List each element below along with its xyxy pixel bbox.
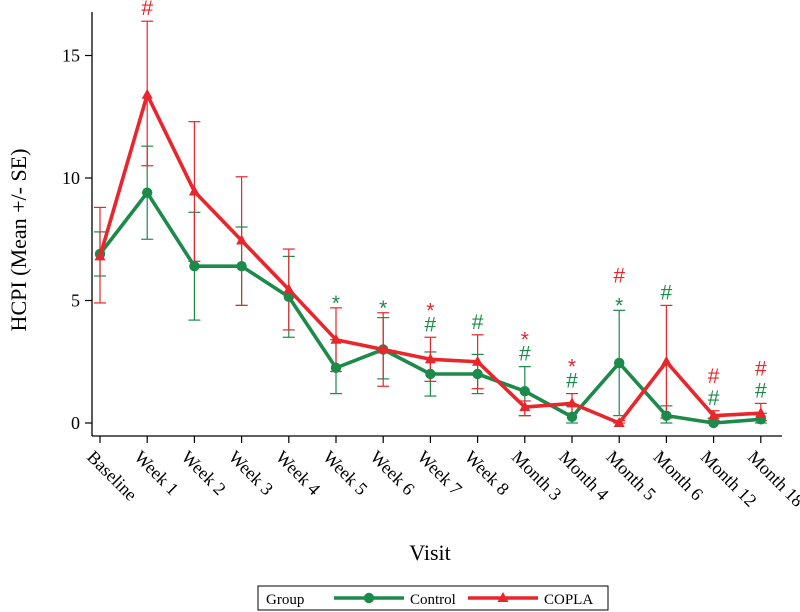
significance-mark-control: *: [615, 294, 623, 317]
legend: Group Control COPLA: [257, 585, 609, 611]
data-point-copla: [141, 88, 153, 99]
data-point-copla: [519, 401, 531, 412]
x-axis-title: Visit: [409, 540, 450, 565]
x-tick-label: Week 5: [319, 447, 371, 499]
data-point-copla: [472, 355, 484, 366]
x-tick-label: Week 2: [178, 447, 230, 499]
x-tick-label: Month 6: [650, 447, 708, 505]
data-point-copla: [283, 283, 295, 294]
significance-mark-control: #: [425, 313, 437, 336]
data-point-copla: [708, 409, 720, 420]
x-tick-label: Month 4: [555, 447, 613, 505]
x-tick-label: Week 6: [366, 447, 418, 499]
data-point-copla: [566, 397, 578, 408]
x-tick-label: Week 8: [461, 447, 513, 499]
data-point-control: [519, 385, 530, 397]
significance-mark-copla: *: [521, 329, 529, 352]
data-point-control: [425, 368, 436, 380]
data-point-control: [142, 187, 153, 198]
legend-marker-control: [363, 592, 375, 604]
data-point-control: [236, 261, 247, 272]
significance-mark-control: *: [379, 297, 387, 320]
significance-mark-copla: *: [568, 356, 576, 379]
legend-marker-copla: [497, 592, 509, 602]
data-point-copla: [660, 355, 672, 366]
legend-title: Group: [266, 592, 304, 608]
legend-label-copla: COPLA: [544, 592, 593, 608]
data-point-copla: [94, 250, 106, 261]
significance-mark-control: #: [755, 379, 767, 402]
significance-mark-control: #: [661, 281, 673, 304]
x-tick-label: Month 3: [508, 447, 566, 505]
x-tick-label: Week 3: [225, 447, 277, 499]
y-tick-label: 10: [62, 168, 80, 188]
data-point-control: [566, 411, 578, 423]
y-tick-label: 0: [71, 413, 80, 433]
significance-mark-control: #: [472, 311, 484, 334]
data-point-copla: [424, 353, 436, 364]
data-point-copla: [188, 185, 200, 196]
data-point-copla: [236, 234, 248, 245]
x-tick-label: Month 5: [602, 447, 660, 505]
data-point-control: [614, 357, 625, 369]
significance-marks: #* *#*##*#**######: [141, 0, 767, 410]
significance-mark-control: #: [708, 387, 720, 410]
significance-mark-copla: *: [426, 299, 434, 322]
x-tick-label: Week 7: [414, 447, 466, 499]
legend-entries: Control COPLA: [334, 592, 593, 608]
legend-label-control: Control: [410, 592, 456, 608]
significance-mark-control: #: [566, 370, 578, 393]
data-point-copla: [755, 407, 767, 418]
y-axis-title: HCPI (Mean +/- SE): [6, 149, 31, 332]
series-layer: #* *#*##*#**######: [94, 0, 767, 429]
significance-mark-copla: #: [708, 365, 720, 388]
data-point-control: [708, 417, 719, 429]
significance-mark-copla: #: [755, 357, 767, 380]
data-point-control: [472, 368, 483, 380]
legend-box: [257, 585, 609, 611]
significance-mark-control: *: [332, 292, 340, 315]
data-point-control: [661, 410, 672, 421]
y-tick-label: 15: [62, 46, 80, 66]
y-axis-ticks: 0 5 10 15: [62, 46, 92, 433]
data-point-copla: [613, 417, 625, 427]
significance-mark-copla: #: [141, 0, 153, 20]
markers-copla: [94, 88, 767, 427]
x-tick-label: Week 4: [272, 447, 324, 499]
significance-mark-control: #: [519, 343, 531, 366]
x-tick-label: Baseline: [83, 447, 141, 505]
data-point-copla: [377, 343, 389, 354]
data-point-control: [189, 261, 200, 272]
data-point-control: [330, 362, 342, 374]
data-point-copla: [330, 333, 342, 344]
significance-mark-copla: #: [613, 264, 625, 287]
y-tick-label: 5: [71, 291, 80, 311]
